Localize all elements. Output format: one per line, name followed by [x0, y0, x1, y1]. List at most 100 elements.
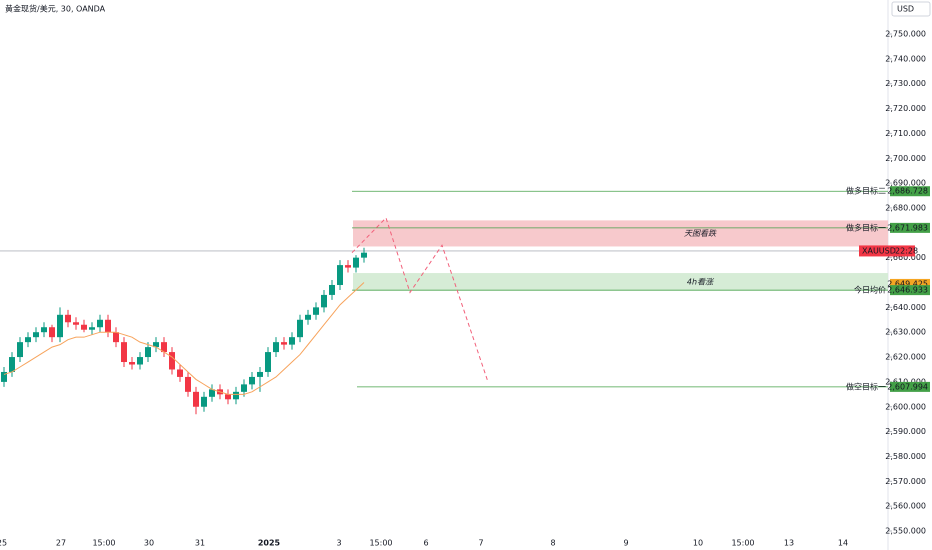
projection [351, 216, 489, 383]
candle-body [361, 252, 367, 258]
candle-body [17, 342, 23, 358]
candle-body [153, 342, 159, 348]
level-tag [890, 278, 930, 289]
price-name: XAUUSD [862, 246, 896, 255]
level-tag [890, 222, 930, 233]
x-tick-label: 13 [784, 539, 794, 548]
candle-body [73, 322, 79, 325]
y-tick-label: 2,680.000 [885, 203, 926, 212]
x-tick-label: 15:00 [731, 539, 754, 548]
candle-body [297, 319, 303, 338]
candle-body [121, 342, 127, 363]
x-tick-label: 15:00 [92, 539, 115, 548]
currency-box[interactable] [891, 1, 931, 17]
price-tag [859, 245, 915, 257]
candle-body [57, 314, 63, 338]
y-tick-label: 2,710.000 [885, 129, 926, 138]
candle-body [113, 332, 119, 343]
level-label: 2,646.933 [887, 286, 928, 295]
level-tag [890, 381, 930, 392]
y-tick-label: 2,620.000 [885, 353, 926, 362]
x-tick-label: 6 [423, 539, 428, 548]
level-name: 做多目标二 [846, 186, 886, 196]
zone [353, 273, 888, 291]
level-label: 2,686.728 [887, 187, 928, 196]
level-name: 做空目标一 [846, 381, 886, 391]
candle-body [33, 332, 39, 338]
y-tick-label: 2,730.000 [885, 79, 926, 88]
level-label: 2,649.425 [887, 279, 928, 288]
candle-body [233, 391, 239, 400]
candle-body [241, 384, 247, 392]
currency: USD [897, 5, 914, 14]
level-tag [890, 285, 930, 296]
y-tick-label: 2,640.000 [885, 303, 926, 312]
candle-body [305, 314, 311, 320]
moving-average [3, 282, 365, 395]
y-tick-label: 2,570.000 [885, 477, 926, 486]
x-tick-label: 7 [478, 539, 483, 548]
y-tick-label: 2,740.000 [885, 54, 926, 63]
candle-body [97, 319, 103, 328]
y-tick-label: 2,720.000 [885, 104, 926, 113]
y-tick-label: 2,580.000 [885, 452, 926, 461]
level-label: 2,607.994 [887, 382, 928, 391]
candle-body [65, 314, 71, 323]
candle-body [201, 396, 207, 407]
x-tick-label: 3 [336, 539, 341, 548]
candle-body [209, 389, 215, 397]
x-tick-label: 2025 [258, 539, 281, 548]
level-name: 做多目标一 [846, 222, 886, 232]
candle-body [89, 327, 95, 330]
chart-title: 黄金现货/美元, 30, OANDA [5, 4, 106, 14]
candle-body [81, 324, 87, 330]
zone-label: 4h看涨 [687, 278, 715, 287]
zone-label: 天图看跌 [684, 229, 717, 238]
x-tick-label: 31 [195, 539, 205, 548]
candle-body [25, 337, 31, 343]
x-tick-label: 8 [550, 539, 555, 548]
candle-body [313, 307, 319, 315]
y-tick-label: 2,700.000 [885, 154, 926, 163]
y-tick-label: 2,590.000 [885, 427, 926, 436]
candle-body [1, 371, 7, 382]
x-tick-label: 30 [144, 539, 154, 548]
x-tick-label: 9 [623, 539, 628, 548]
candle-body [137, 357, 143, 365]
candle-body [329, 284, 335, 295]
candle-body [169, 352, 175, 370]
candle-body [249, 376, 255, 385]
candle-body [185, 376, 191, 392]
candle-body [161, 342, 167, 353]
candle-body [9, 357, 15, 372]
candle-body [321, 294, 327, 308]
candle-body [41, 327, 47, 333]
candle-body [145, 347, 151, 358]
level-tag [890, 186, 930, 197]
candle-body [225, 394, 231, 400]
candle-body [265, 352, 271, 372]
y-tick-label: 2,550.000 [885, 527, 926, 536]
x-tick-label: 25 [0, 539, 7, 548]
x-tick-label: 15:00 [369, 539, 392, 548]
x-tick-label: 27 [56, 539, 66, 548]
candle-body [289, 337, 295, 345]
x-tick-label: 10 [693, 539, 703, 548]
level-label: 2,671.983 [887, 223, 928, 232]
y-tick-label: 2,690.000 [885, 179, 926, 188]
zone [353, 220, 888, 247]
candle-body [193, 391, 199, 407]
y-tick-label: 2,600.000 [885, 402, 926, 411]
candle-body [273, 342, 279, 353]
level-name: 今日均价 [854, 285, 886, 295]
candle-body [49, 327, 55, 338]
candle-body [257, 371, 263, 377]
candle-body [281, 342, 287, 345]
candle-body [129, 362, 135, 365]
y-tick-label: 2,560.000 [885, 502, 926, 511]
candle-body [337, 265, 343, 285]
candle-body [345, 265, 351, 268]
price-countdown: 22:28 [895, 246, 918, 255]
candle-body [105, 319, 111, 333]
